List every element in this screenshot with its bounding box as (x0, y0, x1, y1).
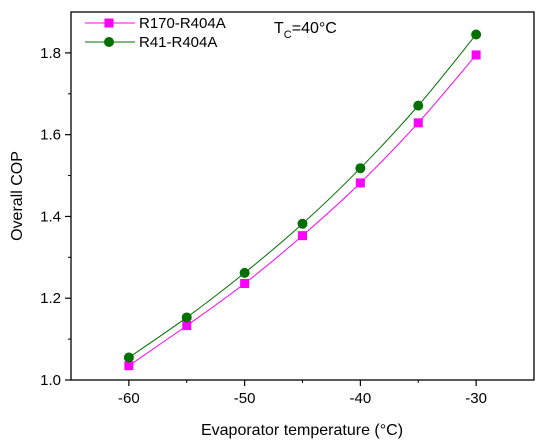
y-tick-label: 1.6 (40, 127, 61, 144)
x-tick-label: -60 (118, 390, 140, 407)
data-point-r170-r404a (355, 178, 365, 188)
data-point-r41-r404a (181, 312, 192, 323)
y-axis-label: Overall COP (9, 151, 26, 241)
legend: R170-R404A R41-R404A (85, 15, 226, 51)
data-point-r41-r404a (239, 267, 250, 278)
legend-marker-r170 (104, 18, 114, 28)
legend-label-r170: R170-R404A (139, 15, 226, 32)
y-tick-label: 1.2 (40, 290, 61, 307)
annotation-rest: =40°C (292, 20, 337, 37)
x-tick-label: -50 (234, 390, 256, 407)
series-line-r41-r404a (128, 34, 477, 358)
legend-label-r41: R41-R404A (139, 34, 217, 51)
series-lines (128, 34, 477, 367)
data-point-r170-r404a (182, 321, 192, 331)
data-point-r170-r404a (240, 279, 250, 289)
data-point-r41-r404a (355, 163, 366, 174)
x-tick-label: -40 (350, 390, 372, 407)
data-point-r41-r404a (123, 352, 134, 363)
series-line-r170-r404a (128, 54, 477, 367)
data-point-r41-r404a (413, 100, 424, 111)
data-point-r41-r404a (297, 218, 308, 229)
data-point-r170-r404a (471, 50, 481, 60)
series-markers (123, 29, 482, 371)
data-point-r41-r404a (471, 29, 482, 40)
data-point-r170-r404a (413, 118, 423, 128)
condensing-temperature-annotation: TC=40°C (274, 20, 337, 41)
x-tick-label: -30 (465, 390, 487, 407)
y-tick-label: 1.8 (40, 45, 61, 62)
plot-area-frame (70, 11, 535, 381)
legend-marker-r41 (104, 37, 114, 47)
data-point-r170-r404a (124, 361, 134, 371)
y-tick-label: 1.0 (40, 372, 61, 389)
y-tick-label: 1.4 (40, 208, 61, 225)
data-point-r170-r404a (298, 231, 307, 241)
axis-ticks: -60 -50 -40 -30 1.0 1.2 1.4 1.6 1.8 (40, 45, 487, 407)
annotation-subscript: C (284, 29, 292, 41)
annotation-main: T (274, 20, 284, 37)
x-axis-label: Evaporator temperature (°C) (201, 422, 403, 439)
